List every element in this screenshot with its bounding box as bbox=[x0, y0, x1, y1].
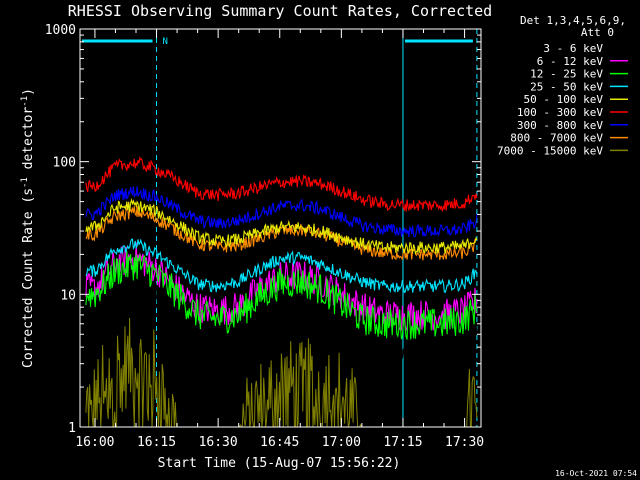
legend-label: 12 - 25 keV bbox=[530, 68, 603, 81]
series-line-50-100-kev bbox=[85, 197, 478, 256]
y-tick-label: 10 bbox=[60, 288, 76, 303]
y-tick-label: 1 bbox=[68, 421, 76, 436]
legend-header-line-1: Det 1,3,4,5,6,9, bbox=[520, 14, 626, 27]
night-markers: N bbox=[163, 37, 168, 47]
x-tick-label: 16:00 bbox=[75, 435, 114, 450]
series-line-25-50-kev bbox=[85, 238, 478, 294]
series-line-7000-15000-kev bbox=[85, 317, 478, 427]
x-tick-label: 17:15 bbox=[383, 435, 422, 450]
legend-label: 800 - 7000 keV bbox=[510, 132, 603, 145]
y-tick-label: 1000 bbox=[45, 23, 76, 38]
x-tick-label: 17:00 bbox=[322, 435, 361, 450]
plot-frame bbox=[79, 28, 482, 428]
legend-label: 3 - 6 keV bbox=[543, 42, 603, 55]
y-axis-label: Corrected Count Rate (s-1 detector-1) bbox=[20, 88, 36, 368]
night-marker-label: N bbox=[163, 37, 168, 47]
legend-label: 50 - 100 keV bbox=[524, 93, 604, 106]
x-tick-label: 16:30 bbox=[199, 435, 238, 450]
series-line-800-7000-kev bbox=[85, 205, 478, 261]
y-axis-label-sup2: -1 bbox=[20, 96, 30, 107]
series-line-12-25-kev bbox=[85, 251, 478, 340]
render-timestamp: 16-Oct-2021 07:54 bbox=[555, 469, 637, 478]
y-axis-label-main: Corrected Count Rate (s bbox=[21, 188, 36, 368]
y-tick-label: 100 bbox=[53, 156, 76, 171]
x-tick-label: 16:45 bbox=[260, 435, 299, 450]
y-axis-label-sup1: -1 bbox=[20, 177, 30, 188]
legend-label: 6 - 12 keV bbox=[537, 55, 604, 68]
series-line-6-12-kev bbox=[85, 242, 478, 331]
x-tick-label: 16:15 bbox=[137, 435, 176, 450]
axes: 1 10 100 1000 16:00 16:15 16:30 16:45 17:00 17:15… bbox=[45, 23, 484, 450]
y-axis-label-mid: detector bbox=[21, 107, 36, 178]
legend-label: 25 - 50 keV bbox=[530, 80, 603, 93]
chart-title: RHESSI Observing Summary Count Rates, Co… bbox=[68, 2, 492, 20]
series-layer bbox=[85, 155, 478, 427]
legend-label: 300 - 800 keV bbox=[517, 119, 603, 132]
legend-label: 7000 - 15000 keV bbox=[497, 144, 603, 157]
series-line-300-800-kev bbox=[85, 186, 478, 238]
legend-header-line-2: Att 0 bbox=[581, 26, 614, 39]
x-tick-label: 17:30 bbox=[445, 435, 484, 450]
y-axis-label-end: ) bbox=[21, 88, 36, 96]
series-line-100-300-kev bbox=[85, 155, 478, 212]
x-axis-label: Start Time (15-Aug-07 15:56:22) bbox=[158, 456, 401, 471]
night-intervals bbox=[80, 29, 478, 427]
legend-label: 100 - 300 keV bbox=[517, 106, 603, 119]
